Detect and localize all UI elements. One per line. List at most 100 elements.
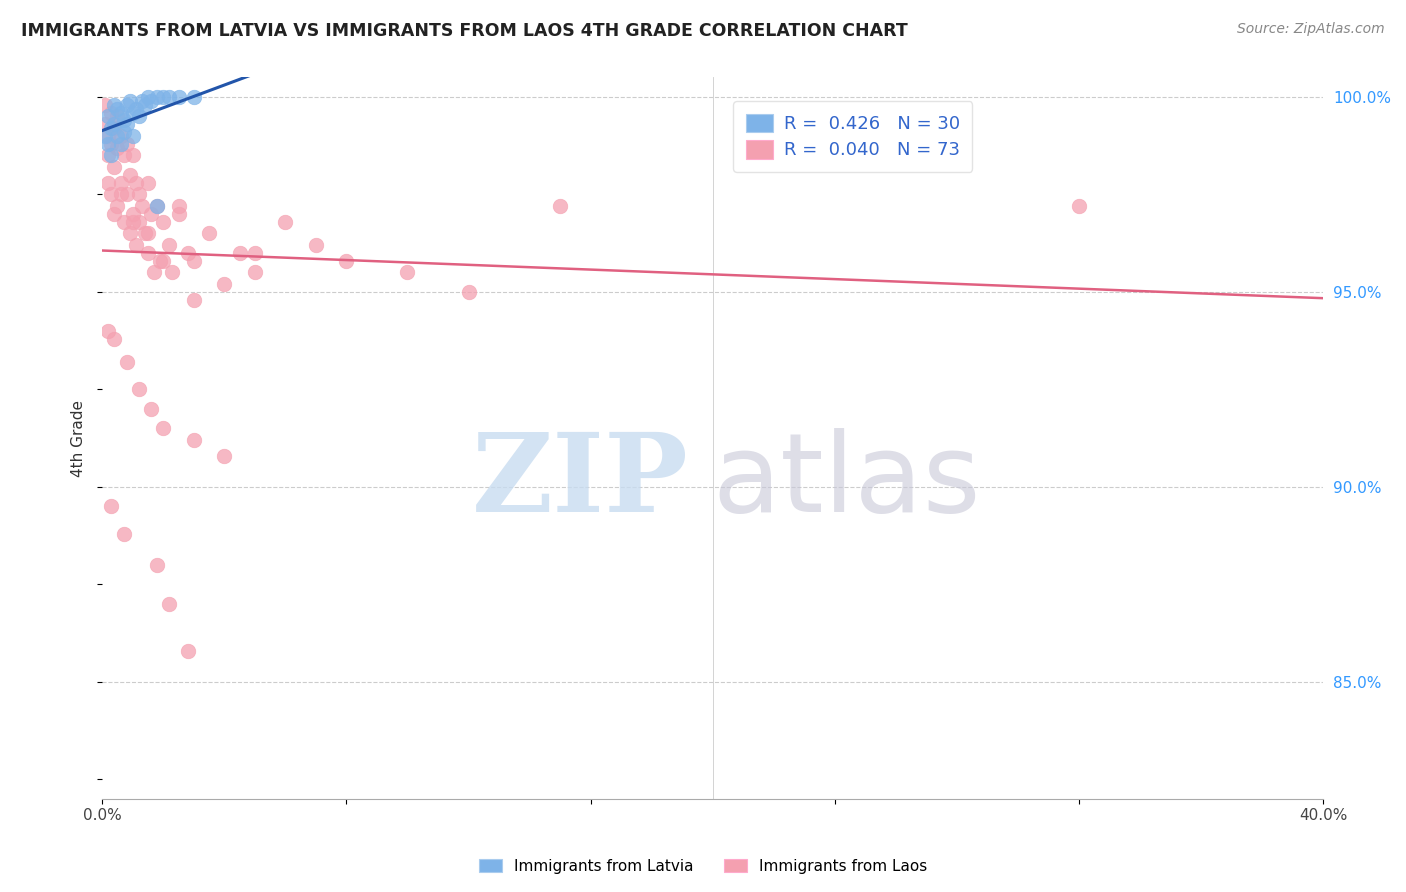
Point [176,643,198,657]
Point [457,285,479,299]
Point [112,526,135,541]
Point [152,215,174,229]
Point [548,199,571,213]
Point [115,97,138,112]
Point [125,176,148,190]
Point [183,293,205,307]
Point [121,215,143,229]
Point [97,148,120,162]
Point [107,110,129,124]
Point [100,148,122,162]
Point [118,94,141,108]
Point [183,90,205,104]
Point [152,90,174,104]
Point [103,332,125,346]
Point [110,128,132,143]
Point [125,238,148,252]
Point [115,355,138,369]
Point [162,265,184,279]
Point [152,253,174,268]
Point [121,105,143,120]
Point [183,433,205,447]
Point [136,246,159,260]
Point [110,176,132,190]
Point [146,90,169,104]
Point [396,265,419,279]
Point [103,121,125,136]
Point [100,500,122,514]
Point [146,558,169,572]
Legend: R =  0.426   N = 30, R =  0.040   N = 73: R = 0.426 N = 30, R = 0.040 N = 73 [733,101,973,172]
Point [107,102,129,116]
Point [112,148,135,162]
Point [134,97,156,112]
Point [157,90,180,104]
Point [243,246,266,260]
Y-axis label: 4th Grade: 4th Grade [72,400,86,476]
Point [121,128,143,143]
Text: Source: ZipAtlas.com: Source: ZipAtlas.com [1237,22,1385,37]
Point [94,117,117,131]
Point [97,324,120,338]
Point [146,199,169,213]
Point [146,199,169,213]
Point [198,227,221,241]
Point [139,207,162,221]
Point [115,117,138,131]
Point [157,238,180,252]
Point [136,176,159,190]
Point [128,187,150,202]
Point [110,136,132,151]
Point [103,117,125,131]
Point [183,253,205,268]
Point [214,449,236,463]
Point [103,97,125,112]
Point [107,199,129,213]
Point [97,110,120,124]
Point [112,215,135,229]
Point [136,90,159,104]
Point [128,110,150,124]
Point [112,125,135,139]
Point [157,597,180,611]
Point [167,199,190,213]
Point [1067,199,1090,213]
Point [134,227,156,241]
Point [136,227,159,241]
Point [274,215,297,229]
Point [131,94,153,108]
Point [100,187,122,202]
Point [112,113,135,128]
Point [100,136,122,151]
Point [103,160,125,174]
Point [100,121,122,136]
Point [115,136,138,151]
Point [107,128,129,143]
Legend: Immigrants from Latvia, Immigrants from Laos: Immigrants from Latvia, Immigrants from … [472,853,934,880]
Point [167,207,190,221]
Point [167,90,190,104]
Point [243,265,266,279]
Point [128,215,150,229]
Point [131,199,153,213]
Point [176,246,198,260]
Point [228,246,250,260]
Point [110,105,132,120]
Point [121,148,143,162]
Point [103,207,125,221]
Point [121,207,143,221]
Point [94,97,117,112]
Point [128,383,150,397]
Text: atlas: atlas [713,428,981,535]
Point [139,401,162,416]
Point [107,140,129,154]
Point [118,168,141,182]
Point [97,176,120,190]
Point [94,128,117,143]
Point [152,421,174,435]
Point [100,105,122,120]
Point [335,253,357,268]
Point [97,136,120,151]
Point [143,265,166,279]
Point [149,253,172,268]
